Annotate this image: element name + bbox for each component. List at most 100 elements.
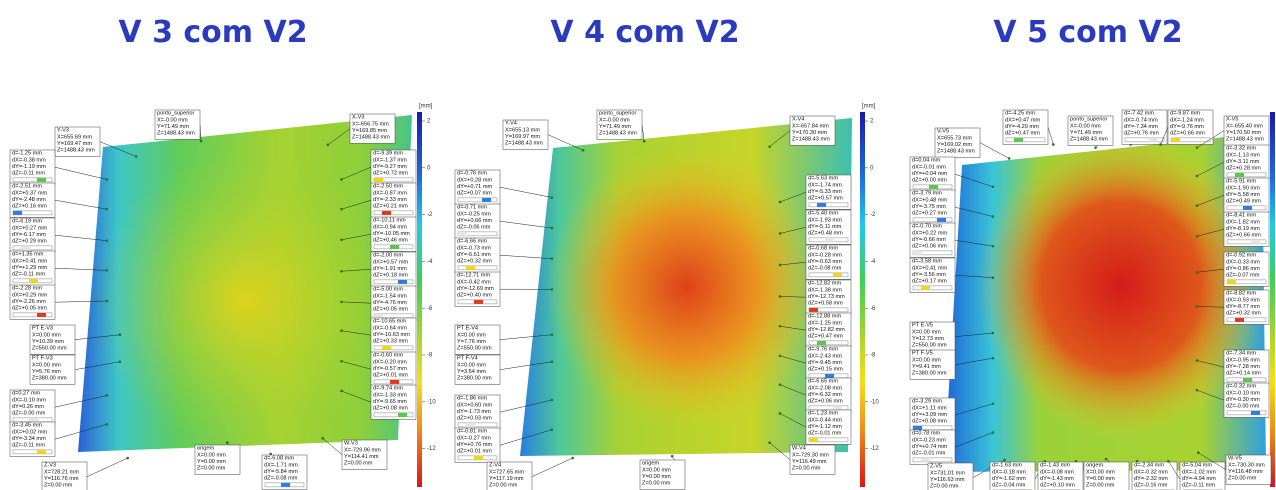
probe-point xyxy=(779,232,782,235)
annotation: d=-9.87 mmdX=-1.24 mmdY=-9.76 mmdZ=+0.66… xyxy=(1159,110,1213,146)
probe-point xyxy=(119,333,122,336)
indicator-bar xyxy=(913,286,952,290)
indicator-fill xyxy=(1251,411,1260,415)
probe-point xyxy=(1196,146,1199,149)
annotation-text: Y=116.76 mm xyxy=(44,476,79,482)
indicator-fill xyxy=(374,314,383,318)
annotation-text: Z=1488.43 mm xyxy=(157,131,195,137)
surface-overlay xyxy=(944,133,1266,472)
annotation-text: Y=0.00 mm xyxy=(1086,476,1115,482)
annotation-text: Z=380.00 mm xyxy=(912,371,947,377)
annotation-text: dZ=+0.48 mm xyxy=(808,231,843,237)
annotation-text: X=0.00 mm xyxy=(457,362,486,368)
probe-point xyxy=(106,239,109,242)
probe-point xyxy=(340,301,343,304)
leader-line xyxy=(1048,127,1053,144)
annotation: V-V5X=655.73 mmY=169.02 mmZ=1488.43 mm xyxy=(935,128,1010,160)
annotation-text: X=728.21 mm xyxy=(44,469,79,475)
annotation-text: dX=+0.37 mm xyxy=(12,190,47,196)
probe-point xyxy=(1196,359,1199,362)
colorbar xyxy=(1270,112,1275,487)
annotation-text: dY=-6.61 mm xyxy=(457,252,491,258)
annotation-text: Y=71.49 mm xyxy=(1070,130,1102,136)
annotation-text: dY=-5.58 mm xyxy=(1226,192,1260,198)
probe-point xyxy=(321,437,324,440)
probe-point xyxy=(126,457,129,460)
annotation-text: dX=-0.74 mm xyxy=(1124,117,1158,123)
colorbar-tick-label: -4 xyxy=(427,259,433,265)
annotation-text: dZ=-0.01 mm xyxy=(808,431,842,437)
annotation-text: dZ=-0.00 mm xyxy=(12,411,46,417)
colorbar-tick-label: -10 xyxy=(427,399,436,405)
annotation-text: dZ=+0.07 mm xyxy=(457,191,492,197)
indicator-fill xyxy=(398,413,407,417)
annotation-text: dY=-2.48 mm xyxy=(12,197,46,203)
indicator-fill xyxy=(833,406,842,410)
annotation-text: d=-2.50 mm xyxy=(373,184,403,190)
annotation-text: dX=-0.20 mm xyxy=(373,359,407,365)
annotation-text: dY=0.26 mm xyxy=(12,404,44,410)
annotation-text: dZ=-0.04 mm xyxy=(992,483,1026,489)
annotation-text: dY=-0.63 mm xyxy=(808,259,842,265)
annotation-text: X=0.00 mm xyxy=(32,332,61,338)
annotation-text: d=-12.71 mm xyxy=(457,273,490,279)
annotation-text: Z=0.00 mm xyxy=(930,484,959,490)
colorbar-unit: [mm] xyxy=(862,104,876,110)
annotation-text: dZ=+0.46 mm xyxy=(373,238,408,244)
annotation-text: Y=9.41 mm xyxy=(912,364,941,370)
annotation-text: dY=+0.71 mm xyxy=(457,184,492,190)
annotation-text: dX=-0.25 mm xyxy=(457,211,491,217)
annotation-text: d=-1.86 mm xyxy=(457,396,487,402)
annotation-text: ponto_superior xyxy=(157,111,194,117)
annotation-text: d=-5.40 mm xyxy=(808,211,838,217)
annotation-text: dY=+0.74 mm xyxy=(912,444,947,450)
annotation-text: dZ=+0.01 mm xyxy=(373,373,408,379)
indicator-fill xyxy=(817,203,826,207)
annotation-text: Z-V3 xyxy=(44,463,56,469)
annotation-text: dX=-0.33 mm xyxy=(1226,259,1260,265)
colorbar-tick-label: -6 xyxy=(870,306,876,312)
annotation: d=-6.08 mmdX=-1.71 mmdY=-5.84 mmdZ=-0.08… xyxy=(262,453,307,490)
probe-point xyxy=(1196,305,1199,308)
annotation-text: d=-6.19 mm xyxy=(12,219,42,225)
leader-line xyxy=(980,143,1009,159)
annotation-text: Y=117.19 mm xyxy=(489,476,524,482)
annotation-text: dX=+0.27 mm xyxy=(12,225,47,231)
probe-point xyxy=(340,360,343,363)
annotation-text: dX=-0.27 mm xyxy=(457,435,491,441)
indicator-fill xyxy=(13,211,22,215)
annotation-text: PT E-V5 xyxy=(912,323,933,329)
annotation-text: d=-8.41 mm xyxy=(1226,213,1256,219)
probe-point xyxy=(135,155,138,158)
indicator-fill xyxy=(929,185,938,189)
annotation-text: dY=-10.05 mm xyxy=(373,231,410,237)
indicator-fill xyxy=(921,458,930,462)
indicator-bar xyxy=(913,218,952,222)
annotation-text: d=-0.92 mm xyxy=(1226,253,1256,259)
indicator-fill xyxy=(833,273,842,277)
probe-point xyxy=(1105,458,1108,461)
probe-point xyxy=(582,149,585,152)
probe-point xyxy=(1003,459,1006,462)
probe-point xyxy=(551,196,554,199)
probe-point xyxy=(106,300,109,303)
annotation-text: X=0.00 mm xyxy=(457,332,486,338)
annotation-text: dY=-4.94 mm xyxy=(1182,476,1216,482)
annotation-text: d=-10.11 mm xyxy=(373,218,406,224)
annotation-text: dZ=-0.11 mm xyxy=(12,272,45,278)
indicator-bar xyxy=(1125,138,1164,142)
annotation-text: dY=-8.19 mm xyxy=(1226,226,1260,232)
annotation-text: dZ=+0.28 mm xyxy=(1226,166,1261,172)
probe-point xyxy=(992,431,995,434)
probe-point xyxy=(340,178,343,181)
annotation-text: dY=-1.43 mm xyxy=(1040,476,1074,482)
annotation-text: dY=-9.27 mm xyxy=(373,164,407,170)
indicator-fill xyxy=(809,438,818,442)
annotation-text: dZ=+0.01 mm xyxy=(457,449,492,455)
annotation-text: V-V5 xyxy=(937,129,949,135)
indicator-fill xyxy=(281,483,290,487)
probe-point xyxy=(779,355,782,358)
colorbar xyxy=(417,112,422,487)
annotation-text: Z=0.00 mm xyxy=(489,483,518,489)
annotation-text: Y-V3 xyxy=(57,128,69,134)
